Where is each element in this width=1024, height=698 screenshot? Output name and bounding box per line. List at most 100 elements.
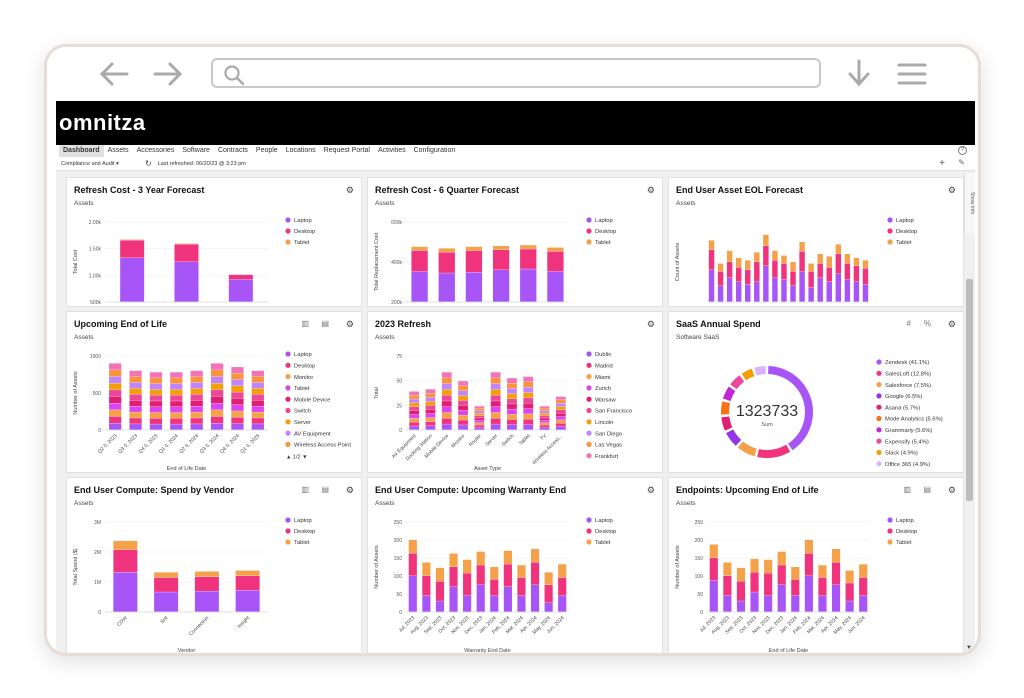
bar-segment[interactable] (190, 370, 203, 377)
bar-segment[interactable] (422, 562, 431, 576)
settings-gear-icon[interactable]: ⚙ (646, 185, 655, 195)
bar-segment[interactable] (149, 372, 163, 378)
bar-segment[interactable] (523, 398, 534, 404)
legend-label[interactable]: Desktop (595, 229, 616, 235)
bar-segment[interactable] (435, 581, 445, 601)
bar-segment[interactable] (120, 240, 145, 258)
bar-segment[interactable] (228, 274, 253, 280)
bar-segment[interactable] (507, 409, 517, 415)
bar-segment[interactable] (808, 263, 814, 272)
legend-label[interactable]: Frankfurt (595, 454, 619, 460)
bar-segment[interactable] (808, 287, 814, 302)
bar-segment[interactable] (735, 258, 742, 268)
bar-segment[interactable] (818, 577, 827, 596)
bar-segment[interactable] (507, 419, 517, 425)
bar-segment[interactable] (544, 585, 553, 603)
bar-segment[interactable] (831, 562, 841, 585)
bar-segment[interactable] (231, 404, 244, 411)
bar-segment[interactable] (411, 271, 428, 302)
bar-segment[interactable] (835, 274, 842, 302)
bar-segment[interactable] (231, 392, 244, 399)
bar-segment[interactable] (441, 412, 452, 419)
bar-segment[interactable] (170, 406, 183, 413)
bar-segment[interactable] (523, 419, 534, 425)
bar-segment[interactable] (190, 418, 203, 424)
bar-segment[interactable] (736, 567, 746, 582)
bar-segment[interactable] (523, 376, 534, 382)
bar-segment[interactable] (862, 260, 869, 269)
bar-segment[interactable] (458, 400, 468, 406)
bar-segment[interactable] (210, 376, 224, 384)
legend-label[interactable]: Switch (294, 409, 311, 415)
bar-segment[interactable] (558, 577, 567, 596)
donut-slice[interactable] (730, 375, 745, 390)
bar-segment[interactable] (503, 586, 512, 612)
bar-segment[interactable] (409, 418, 420, 423)
count-toggle-icon[interactable]: # (906, 319, 911, 328)
bar-segment[interactable] (735, 267, 742, 282)
bar-segment[interactable] (251, 400, 264, 407)
bar-segment[interactable] (129, 412, 142, 418)
bar-segment[interactable] (109, 383, 122, 390)
bar-segment[interactable] (826, 267, 832, 282)
bar-segment[interactable] (764, 573, 773, 596)
legend-label[interactable]: AV Equipment (294, 431, 331, 437)
bar-segment[interactable] (523, 403, 534, 409)
bar-segment[interactable] (120, 239, 145, 241)
chart-view-icon[interactable]: ▥ (903, 485, 911, 494)
bar-segment[interactable] (717, 286, 724, 302)
bar-segment[interactable] (490, 378, 501, 384)
bar-segment[interactable] (845, 583, 854, 601)
legend-label[interactable]: Asana (5.7%) (885, 405, 920, 411)
bar-segment[interactable] (853, 282, 860, 302)
legend-label[interactable]: Laptop (595, 218, 613, 224)
bar-segment[interactable] (790, 271, 796, 286)
settings-gear-icon[interactable]: ⚙ (947, 319, 956, 329)
bar-segment[interactable] (777, 565, 786, 585)
bar-segment[interactable] (251, 382, 264, 389)
bar-segment[interactable] (231, 379, 244, 386)
legend-label[interactable]: Tablet (294, 240, 310, 246)
bar-segment[interactable] (503, 550, 512, 564)
bar-segment[interactable] (490, 372, 501, 378)
bar-segment[interactable] (520, 269, 537, 302)
bar-segment[interactable] (474, 411, 485, 414)
bar-segment[interactable] (170, 418, 183, 424)
bar-segment[interactable] (422, 576, 431, 596)
nav-item-assets[interactable]: Assets (107, 147, 129, 154)
bar-segment[interactable] (826, 256, 832, 268)
bar-segment[interactable] (844, 279, 851, 302)
show-info-tab[interactable]: Show Info (964, 173, 975, 233)
bar-segment[interactable] (831, 585, 841, 612)
bar-segment[interactable] (170, 401, 183, 407)
bar-segment[interactable] (523, 392, 534, 398)
legend-label[interactable]: Tablet (896, 240, 912, 246)
bar-segment[interactable] (235, 576, 260, 591)
bar-segment[interactable] (817, 278, 823, 302)
back-arrow-icon[interactable] (97, 59, 131, 89)
bar-segment[interactable] (845, 601, 854, 612)
bar-segment[interactable] (490, 406, 501, 413)
bar-segment[interactable] (503, 564, 512, 587)
bar-segment[interactable] (149, 424, 163, 430)
bar-segment[interactable] (231, 385, 244, 392)
bar-segment[interactable] (458, 425, 468, 430)
legend-label[interactable]: Lincoln (595, 420, 613, 426)
bar-segment[interactable] (194, 576, 219, 591)
bar-segment[interactable] (507, 398, 517, 404)
bar-segment[interactable] (490, 389, 501, 396)
bar-segment[interactable] (490, 401, 501, 407)
bar-segment[interactable] (474, 413, 485, 416)
bar-segment[interactable] (441, 378, 452, 384)
bar-segment[interactable] (764, 595, 773, 612)
legend-label[interactable]: Dublin (595, 352, 611, 358)
bar-segment[interactable] (764, 559, 773, 573)
bar-segment[interactable] (174, 244, 199, 262)
bar-segment[interactable] (723, 576, 732, 596)
bar-segment[interactable] (547, 247, 564, 252)
legend-label[interactable]: Wireless Access Point (294, 443, 351, 449)
bar-segment[interactable] (777, 551, 786, 565)
bar-segment[interactable] (190, 406, 203, 412)
bar-segment[interactable] (109, 390, 122, 397)
bar-segment[interactable] (791, 567, 800, 580)
